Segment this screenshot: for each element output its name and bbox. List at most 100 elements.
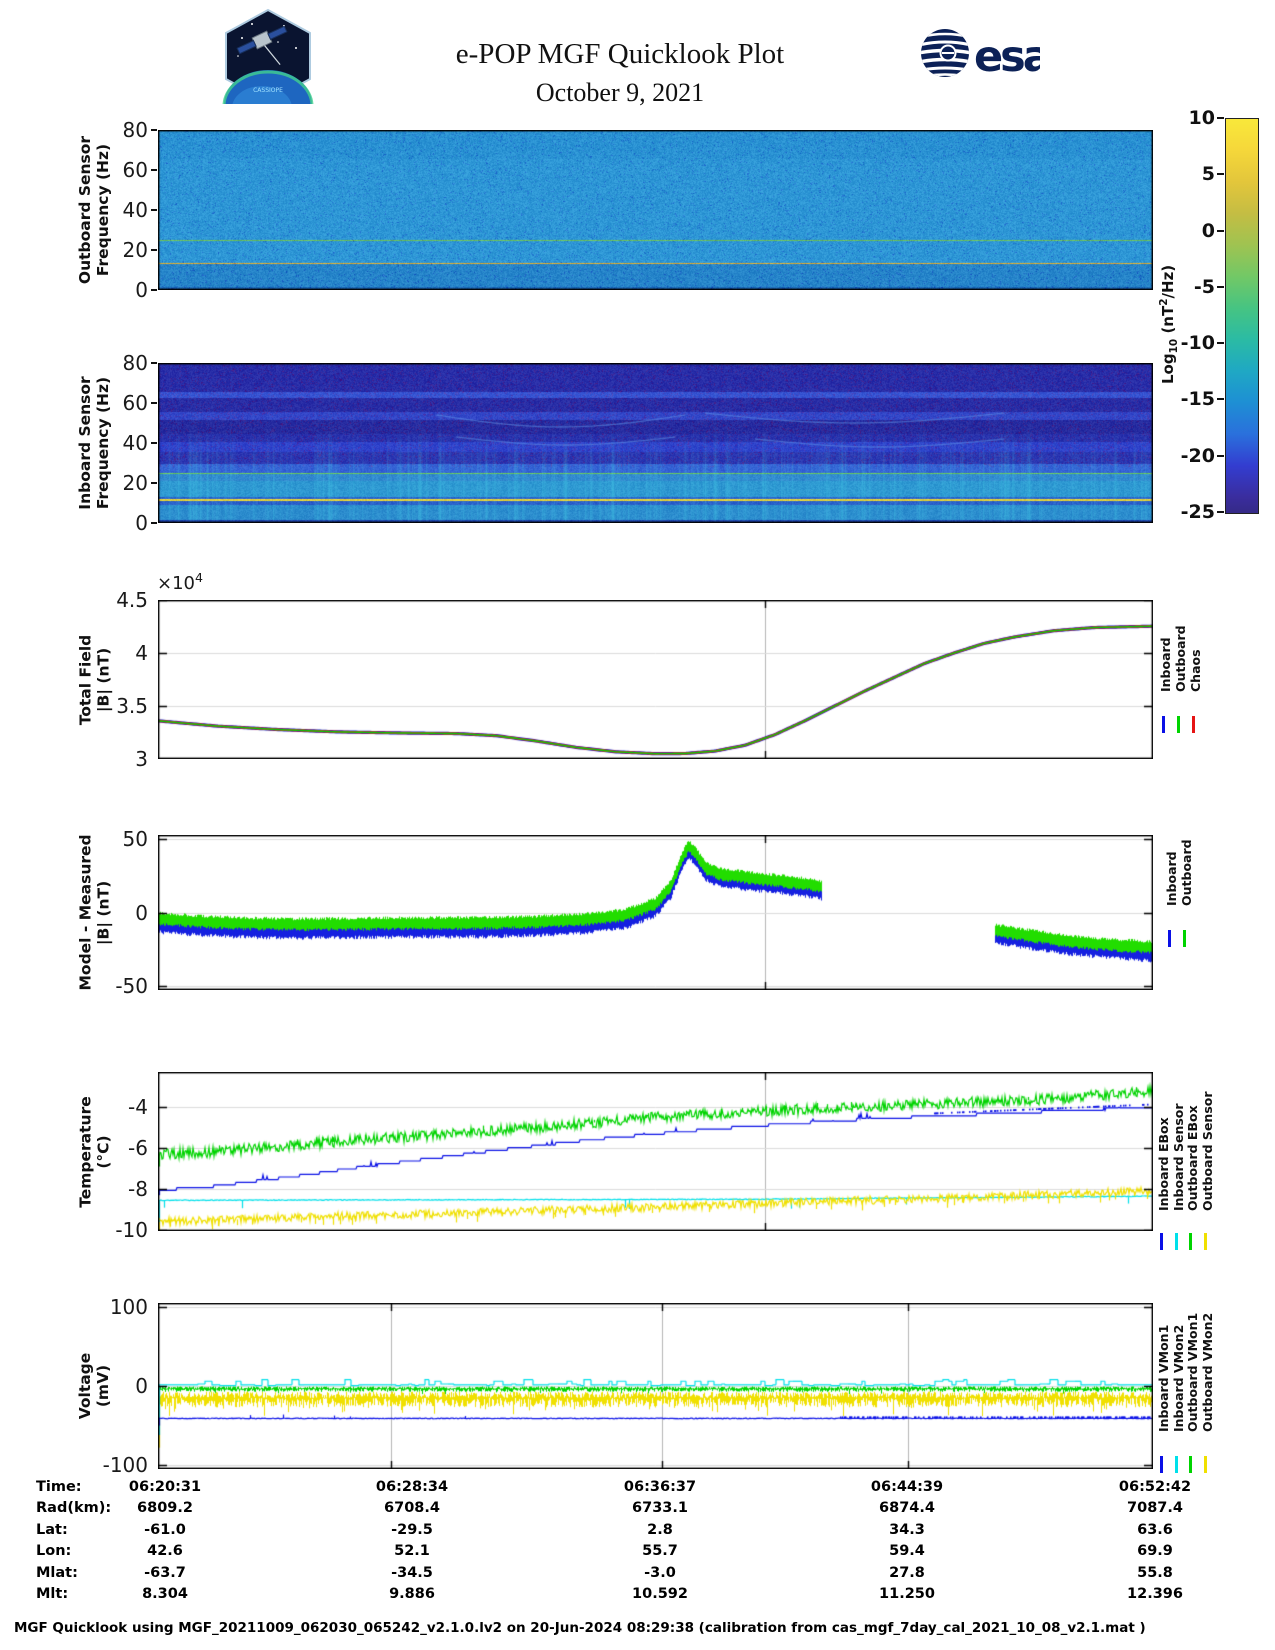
page-title: e-POP MGF Quicklook Plot bbox=[455, 38, 785, 70]
y-tick-label: 60 bbox=[122, 391, 148, 415]
legend-label: Inboard bbox=[1158, 637, 1173, 692]
legend-label: Inboard Sensor bbox=[1170, 1103, 1186, 1211]
y-tick-label: -10 bbox=[115, 1217, 148, 1242]
colorbar-tick-mark bbox=[1217, 454, 1224, 457]
table-cell: 06:36:37 bbox=[623, 1479, 697, 1495]
table-row-label: Mlt: bbox=[36, 1586, 69, 1602]
legend-marker bbox=[1160, 1233, 1163, 1250]
table-cell: 2.8 bbox=[647, 1522, 673, 1538]
colorbar-tick-label: -10 bbox=[1180, 332, 1215, 355]
y-tick-label: 20 bbox=[122, 471, 148, 495]
legend-marker bbox=[1183, 930, 1186, 947]
y-tick-label: 50 bbox=[122, 826, 148, 851]
table-cell: -63.7 bbox=[144, 1565, 186, 1581]
colorbar-tick-mark bbox=[1217, 285, 1224, 288]
colorbar-tick-label: -5 bbox=[1193, 275, 1215, 298]
y-tick-mark bbox=[151, 482, 157, 484]
y-tick-mark bbox=[151, 402, 157, 404]
table-cell: 59.4 bbox=[889, 1543, 925, 1559]
legend-label: Outboard EBox bbox=[1185, 1105, 1200, 1211]
table-cell: 9.886 bbox=[389, 1586, 435, 1602]
legend-label: Inboard VMon1 bbox=[1156, 1324, 1171, 1432]
table-cell: 42.6 bbox=[147, 1543, 183, 1559]
y-tick-label: 0 bbox=[135, 278, 148, 302]
y-tick-label: 40 bbox=[122, 431, 148, 455]
panel-ylabel: Total Field |B| (nT) bbox=[76, 600, 116, 759]
panel-ylabel-line2: (°C) bbox=[94, 1134, 112, 1169]
table-cell: 06:52:42 bbox=[1118, 1479, 1192, 1495]
legend-marker bbox=[1203, 1456, 1207, 1473]
y-tick-label: 4 bbox=[135, 641, 148, 665]
colorbar-tick-label: -25 bbox=[1180, 501, 1215, 523]
y-tick-mark bbox=[151, 129, 157, 131]
legend-marker bbox=[1162, 716, 1165, 733]
legend-label: Outboard bbox=[1173, 625, 1188, 692]
legend-label: Inboard EBox bbox=[1156, 1117, 1171, 1211]
legend-marker bbox=[1174, 1456, 1178, 1473]
legend-marker bbox=[1192, 716, 1195, 733]
panel-ylabel-line2: |B| (nT) bbox=[94, 880, 112, 945]
y-tick-label: 0 bbox=[135, 511, 148, 535]
colorbar-tick-mark bbox=[1217, 117, 1224, 119]
y-tick-label: 0 bbox=[135, 1374, 148, 1398]
y-tick-mark bbox=[151, 209, 157, 211]
table-cell: -3.0 bbox=[644, 1565, 676, 1581]
y-tick-label: -6 bbox=[128, 1136, 148, 1161]
y-tick-mark bbox=[151, 442, 157, 444]
outboard_spectrogram-canvas bbox=[158, 130, 1153, 290]
total_field-canvas bbox=[158, 600, 1153, 759]
legend-label: Inboard bbox=[1164, 851, 1179, 906]
table-cell: 63.6 bbox=[1137, 1522, 1173, 1538]
legend-label: Inboard VMon2 bbox=[1170, 1324, 1186, 1432]
y-tick-label: 20 bbox=[122, 238, 148, 262]
table-cell: -61.0 bbox=[144, 1522, 186, 1538]
y-tick-label: 60 bbox=[122, 158, 148, 182]
colorbar-tick-label: 5 bbox=[1201, 163, 1215, 186]
legend-label: Outboard bbox=[1179, 839, 1194, 906]
panel-ylabel-line1: Temperature bbox=[76, 1095, 94, 1208]
table-cell: 27.8 bbox=[889, 1565, 925, 1581]
table-cell: 06:28:34 bbox=[375, 1479, 449, 1495]
table-cell: 8.304 bbox=[142, 1586, 188, 1602]
colorbar-tick-label: 0 bbox=[1201, 219, 1215, 242]
table-cell: 55.8 bbox=[1137, 1565, 1173, 1581]
colorbar-tick-mark bbox=[1217, 173, 1224, 176]
legend-marker bbox=[1203, 1233, 1207, 1250]
panel-ylabel-line1: Inboard Sensor bbox=[76, 376, 94, 510]
legend-label: Outboard VMon2 bbox=[1199, 1312, 1215, 1432]
colorbar-tick-mark bbox=[1217, 229, 1224, 232]
panel-ylabel: Voltage (mV) bbox=[76, 1303, 116, 1469]
panel-ylabel-line1: Voltage bbox=[76, 1352, 94, 1420]
colorbar-label-sup: 2 bbox=[1158, 298, 1170, 306]
table-row-label: Lon: bbox=[36, 1543, 72, 1559]
legend-marker bbox=[1189, 1456, 1192, 1473]
table-cell: 10.592 bbox=[632, 1586, 688, 1602]
esa-logo: esa bbox=[921, 29, 1040, 82]
table-cell: 52.1 bbox=[394, 1543, 430, 1559]
panel-ylabel-line1: Total Field bbox=[76, 634, 94, 725]
panel-ylabel-line1: Model - Measured bbox=[76, 833, 94, 990]
panel-ylabel-line1: Outboard Sensor bbox=[76, 135, 94, 285]
legend-label: Outboard VMon1 bbox=[1185, 1312, 1200, 1432]
colorbar-tick-label: 10 bbox=[1188, 107, 1215, 129]
y-tick-mark bbox=[151, 522, 157, 524]
legend-label: Chaos bbox=[1188, 649, 1203, 692]
colorbar-tick-mark bbox=[1217, 342, 1224, 345]
y-tick-label: -50 bbox=[115, 974, 148, 999]
y-tick-mark bbox=[151, 169, 157, 171]
table-cell: 06:44:39 bbox=[870, 1479, 944, 1495]
table-cell: 6733.1 bbox=[632, 1500, 688, 1516]
footer-provenance-text: MGF Quicklook using MGF_20211009_062030_… bbox=[14, 1620, 1146, 1636]
colorbar-tick-mark bbox=[1217, 511, 1224, 513]
table-cell: 7087.4 bbox=[1127, 1500, 1183, 1516]
legend-label: Outboard Sensor bbox=[1199, 1091, 1215, 1211]
legend-marker bbox=[1168, 930, 1171, 947]
cassiope-logo-text: CASSIOPE bbox=[253, 87, 283, 94]
table-cell: -29.5 bbox=[391, 1522, 433, 1538]
legend-marker bbox=[1189, 1233, 1192, 1250]
panel-ylabel: Inboard Sensor Frequency (Hz) bbox=[76, 363, 116, 523]
cassiope-mission-logo: CASSIOPE bbox=[222, 8, 314, 104]
y-tick-label: 3.5 bbox=[116, 694, 148, 718]
total-field-multiplier: ×104 bbox=[157, 570, 203, 594]
colorbar bbox=[1225, 118, 1259, 514]
